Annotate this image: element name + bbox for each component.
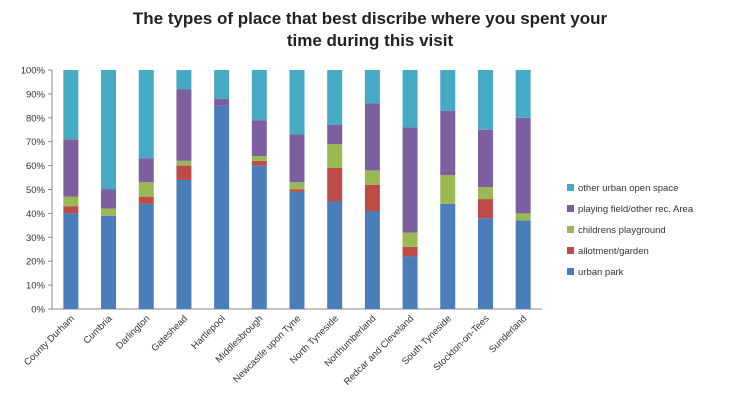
bar-segment	[251, 70, 267, 121]
legend-label: playing field/other rec. Area	[578, 204, 694, 215]
legend-swatch	[567, 268, 574, 275]
bar-segment	[515, 117, 531, 214]
bar-segment	[176, 160, 192, 166]
y-tick-label: 60%	[26, 161, 46, 172]
bar-segment	[138, 203, 154, 309]
bar-segment	[251, 120, 267, 157]
bar-segment	[364, 103, 380, 171]
x-tick-label: Darlington	[114, 313, 152, 351]
bar-segment	[477, 199, 493, 219]
bar-segment	[251, 165, 267, 309]
bar-segment	[364, 70, 380, 104]
bar-segment	[402, 127, 418, 233]
bar-segment	[176, 179, 192, 309]
bar-segment	[289, 134, 305, 183]
bar-segment	[214, 98, 230, 106]
bar-segment	[63, 139, 79, 197]
bar-segment	[289, 182, 305, 190]
bar-segment	[63, 206, 79, 214]
bar-segment	[402, 256, 418, 309]
x-tick-label: Gateshead	[149, 313, 190, 354]
x-tick-label: Redcar and Cleveland	[342, 313, 416, 387]
bar-segment	[176, 70, 192, 90]
y-tick-label: 100%	[21, 66, 46, 77]
legend-label: urban park	[578, 267, 624, 278]
bar-segment	[327, 124, 343, 145]
bar-segment	[251, 156, 267, 161]
y-tick-label: 40%	[26, 209, 46, 220]
legend-swatch	[567, 247, 574, 254]
bar-segment	[477, 129, 493, 188]
y-tick-label: 50%	[26, 185, 46, 196]
bar-segment	[176, 165, 192, 180]
bar-segment	[289, 70, 305, 135]
bar-segment	[402, 246, 418, 257]
bar-segment	[289, 189, 305, 192]
bar-segment	[214, 70, 230, 99]
bar-segment	[327, 201, 343, 309]
y-tick-label: 20%	[26, 257, 46, 268]
bar-segment	[101, 208, 117, 216]
bar-segment	[101, 215, 117, 309]
y-tick-label: 30%	[26, 233, 46, 244]
bar-segment	[138, 196, 154, 204]
bar-segment	[138, 182, 154, 197]
bar-segment	[364, 184, 380, 212]
x-tick-label: County Durham	[22, 313, 77, 368]
bar-segment	[327, 144, 343, 168]
bar-segment	[101, 70, 117, 190]
bar-segment	[101, 189, 117, 209]
bar-segment	[440, 203, 456, 309]
legend-swatch	[567, 205, 574, 212]
bar-segment	[440, 70, 456, 111]
bar-segment	[176, 89, 192, 161]
bar-segment	[402, 232, 418, 247]
chart-title-line-1: The types of place that best discribe wh…	[132, 9, 608, 28]
y-tick-label: 70%	[26, 137, 46, 148]
chart-title-line-2: time during this visit	[286, 31, 454, 50]
bar-segment	[364, 211, 380, 309]
y-tick-label: 10%	[26, 281, 46, 292]
legend-label: allotment/garden	[578, 246, 649, 257]
x-tick-label: Newcastle upon Tyne	[231, 313, 303, 385]
y-tick-label: 80%	[26, 113, 46, 124]
bar-segment	[477, 218, 493, 309]
bar-segment	[63, 196, 79, 207]
y-tick-label: 0%	[31, 305, 45, 316]
bar-segment	[515, 213, 531, 221]
bar-segment	[402, 70, 418, 128]
x-tick-label: Cumbria	[81, 313, 115, 347]
bar-segment	[251, 160, 267, 166]
bar-segment	[364, 170, 380, 185]
legend-label: other urban open space	[578, 183, 678, 194]
legend-label: childrens playground	[578, 225, 666, 236]
bar-segment	[63, 70, 79, 140]
bar-segment	[440, 175, 456, 204]
bar-segment	[327, 167, 343, 202]
bar-segment	[477, 70, 493, 130]
chart-title: The types of place that best discribe wh…	[0, 8, 740, 52]
bar-segment	[477, 187, 493, 200]
bar-segment	[214, 105, 230, 309]
bar-segment	[515, 70, 531, 118]
bar-segment	[289, 191, 305, 309]
y-tick-label: 90%	[26, 89, 46, 100]
legend-swatch	[567, 184, 574, 191]
bar-segment	[515, 220, 531, 309]
x-tick-label: Sunderland	[487, 313, 529, 355]
bar-segment	[138, 158, 154, 183]
bar-segment	[63, 213, 79, 309]
bar-segment	[327, 70, 343, 125]
bar-segment	[138, 70, 154, 159]
x-tick-label: Hartlepool	[189, 313, 227, 351]
bar-segment	[440, 110, 456, 176]
legend-swatch	[567, 226, 574, 233]
